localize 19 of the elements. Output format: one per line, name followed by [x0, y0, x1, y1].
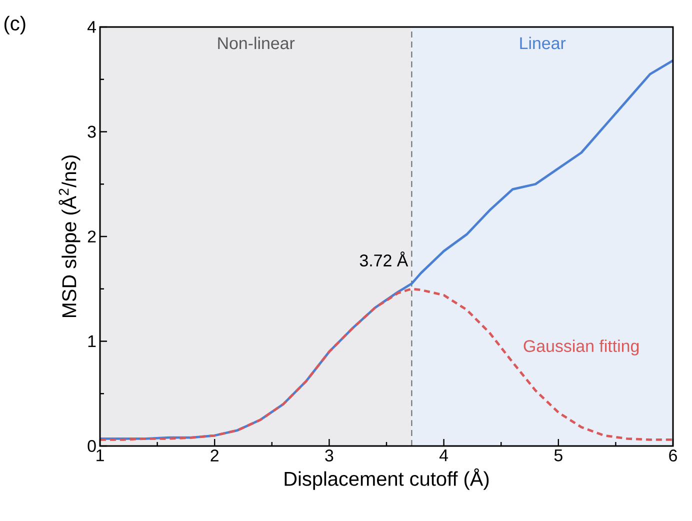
y-tick-label: 3	[88, 126, 96, 138]
y-tick-label: 2	[88, 230, 96, 242]
y-axis-title: MSD slope (Å$^{2}$/ns)	[58, 156, 80, 318]
x-tick-label: 5	[554, 450, 562, 462]
ref-line-label: 3.72 Å	[360, 252, 408, 266]
x-tick-label: 2	[210, 450, 218, 462]
series-label: Gaussian fitting	[524, 340, 639, 356]
x-tick-label: 1	[96, 450, 104, 462]
y-tick-label: 1	[88, 335, 96, 348]
y-tick-label: 4	[87, 21, 96, 33]
line-series	[98, 288, 674, 441]
band-label: Non-linear	[218, 36, 295, 50]
y-tick-label: 0	[88, 440, 96, 452]
x-axis-title: Displacement cutoff (Å)	[284, 468, 489, 490]
x-tick-label: 3	[325, 450, 334, 462]
text: (c)	[4, 16, 26, 34]
band-label: Linear	[520, 36, 566, 50]
x-tick-label: 6	[669, 450, 677, 462]
x-tick-label: 4	[439, 450, 448, 462]
